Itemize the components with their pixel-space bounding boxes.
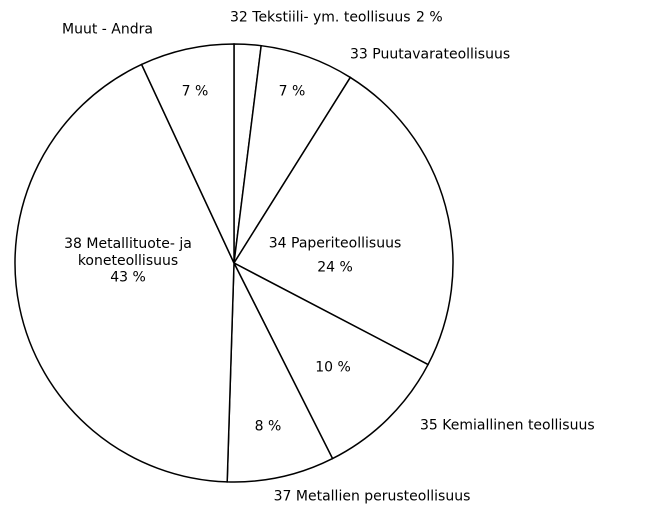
value-label: 24 % bbox=[317, 259, 353, 276]
pie-slice bbox=[140, 43, 235, 264]
slice-label: Muut - Andra bbox=[62, 21, 153, 38]
value-label: 10 % bbox=[315, 359, 351, 376]
value-label: 7 % bbox=[278, 83, 306, 100]
pie-slice bbox=[14, 63, 235, 483]
slice-label: 37 Metallien perusteollisuus bbox=[273, 488, 471, 505]
value-label: 8 % bbox=[254, 418, 282, 435]
slice-label: 34 Paperiteollisuus bbox=[268, 235, 402, 252]
value-label: 43 % bbox=[110, 269, 146, 286]
pie-slice bbox=[232, 261, 430, 460]
value-label: 2 % bbox=[416, 9, 443, 26]
slice-label: 35 Kemiallinen teollisuus bbox=[420, 417, 595, 434]
pie-slice bbox=[226, 262, 334, 483]
value-label: 7 % bbox=[181, 83, 209, 100]
slice-label: 33 Puutavarateollisuus bbox=[350, 46, 511, 63]
pie-slice bbox=[232, 76, 454, 366]
slice-label: 32 Tekstiili- ym. teollisuus bbox=[230, 9, 411, 26]
slice-label: 38 Metallituote- ja koneteollisuus bbox=[64, 236, 192, 269]
